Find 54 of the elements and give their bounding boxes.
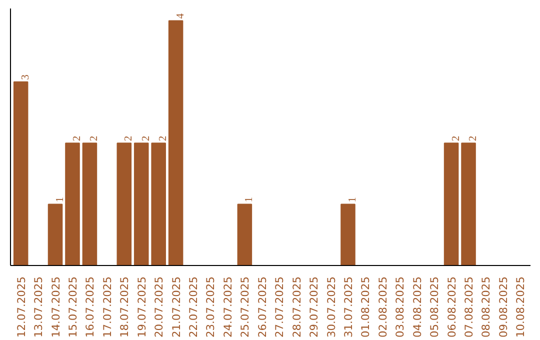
bar [82,142,98,266]
x-tick-label: 28.07.2025 [290,276,304,338]
bar [13,81,28,266]
x-tick-label: 24.07.2025 [221,276,234,338]
x-tick-label: 07.08.2025 [462,276,476,338]
x-tick-label: 17.07.2025 [100,276,114,338]
data-label: 2 [450,136,462,142]
data-label: 2 [468,136,480,142]
data-label: 1 [347,196,358,202]
x-tick-label: 03.08.2025 [394,276,407,338]
data-label: 3 [20,74,32,80]
x-tick-label: 21.07.2025 [170,276,183,338]
data-label: 2 [124,136,135,142]
bar [168,20,184,266]
bar [65,142,80,266]
x-tick-label: 02.08.2025 [376,276,390,338]
bar [116,142,132,266]
x-tick-label: 25.07.2025 [238,276,252,338]
bar [340,204,356,266]
x-tick-label: 26.07.2025 [256,276,269,338]
bar [444,142,459,266]
x-tick-label: 05.08.2025 [428,276,442,338]
x-tick-label: 09.08.2025 [496,276,510,338]
x-tick-label: 01.08.2025 [359,276,372,338]
x-tick-label: 29.07.2025 [308,276,321,338]
x-tick-label: 16.07.2025 [84,276,97,338]
x-tick-label: 27.07.2025 [273,276,286,338]
bar [134,142,149,266]
data-label: 2 [89,136,100,142]
bar [237,204,252,266]
data-label: 4 [175,12,186,19]
x-tick-label: 18.07.2025 [118,276,132,338]
data-label: 2 [158,136,170,142]
x-tick-label: 04.08.2025 [410,276,424,338]
data-label: 1 [244,196,256,202]
bar [461,142,476,266]
x-tick-label: 14.07.2025 [49,276,62,338]
x-tick-label: 22.07.2025 [187,276,200,338]
x-tick-label: 31.07.2025 [342,276,355,338]
x-tick-label: 23.07.2025 [204,276,218,338]
bar [48,204,63,266]
x-tick-label: 12.07.2025 [14,276,28,338]
bar [151,142,166,266]
x-tick-label: 19.07.2025 [135,276,148,338]
x-tick-label: 30.07.2025 [324,276,338,338]
data-label: 2 [72,136,83,142]
x-tick-label: 10.08.2025 [514,276,528,338]
x-tick-label: 13.07.2025 [32,276,46,338]
data-label: 2 [140,136,152,142]
x-tick-label: 15.07.2025 [66,276,80,338]
x-tick-label: 20.07.2025 [152,276,166,338]
x-tick-label: 06.08.2025 [445,276,458,338]
data-label: 1 [54,196,66,202]
x-tick-label: 08.08.2025 [480,276,493,338]
